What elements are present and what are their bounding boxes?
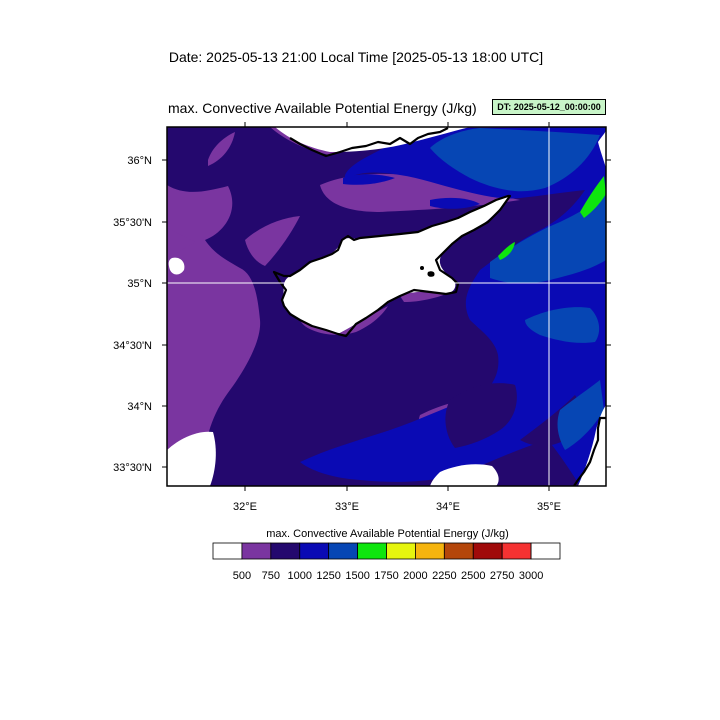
cape-band-500-750 (245, 216, 300, 266)
dt-badge: DT: 2025-05-12_00:00:00 (492, 99, 606, 115)
plot-title: max. Convective Available Potential Ener… (168, 100, 477, 116)
cape-below-500 (598, 130, 606, 168)
lat-tick-label: 36°N (127, 155, 152, 167)
cyprus-coast-band (300, 306, 388, 335)
colorbar (212, 542, 561, 560)
colorbar-label: 750 (261, 570, 281, 582)
cape-band-1500-1750 (498, 242, 515, 260)
colorbar-swatch (270, 542, 301, 560)
cape-band-1000-1250 (430, 197, 480, 209)
cape-band-500-750 (208, 132, 235, 166)
colorbar-label: 1750 (374, 570, 399, 582)
colorbar-label: 500 (232, 570, 252, 582)
cyprus-coast-band (400, 292, 446, 302)
colorbar-label: 1500 (345, 570, 370, 582)
lat-tick-label: 35°30'N (113, 217, 152, 229)
cape-band-500-750 (167, 228, 196, 262)
cape-band-1500-1750 (580, 176, 606, 218)
cyprus-coastline (272, 194, 512, 338)
cape-band-1250-1500 (557, 380, 604, 450)
lon-tick-label: 35°E (537, 501, 561, 513)
colorbar-label: 2000 (403, 570, 428, 582)
cape-band-500-750 (167, 185, 261, 486)
turkey-coastline (289, 127, 449, 158)
colorbar-label: 2750 (489, 570, 515, 582)
colorbar-swatch (530, 542, 561, 560)
colorbar-label: 2250 (432, 570, 457, 582)
colorbar-swatch (212, 542, 243, 560)
lat-tick-label: 34°N (127, 401, 152, 413)
colorbar-swatch (501, 542, 532, 560)
cape-below-500 (430, 464, 499, 486)
legend-title: max. Convective Available Potential Ener… (266, 528, 509, 540)
colorbar-swatch (328, 542, 358, 560)
cape-band-1250-1500 (490, 192, 606, 284)
colorbar-swatch (443, 542, 474, 560)
colorbar-label: 1250 (316, 570, 341, 582)
lon-tick-label: 32°E (233, 501, 257, 513)
tick-marks (162, 122, 611, 491)
colorbar-label: 1000 (287, 570, 312, 582)
lon-tick-label: 34°E (436, 501, 460, 513)
cape-below-500 (167, 431, 216, 486)
cape-band-1250-1500 (430, 128, 600, 192)
cape-field (167, 127, 606, 486)
cape-below-500 (275, 127, 470, 152)
colorbar-swatch (415, 542, 445, 560)
colorbar-swatch (357, 542, 387, 560)
colorbar-swatch (472, 542, 503, 560)
colorbar-label: 3000 (518, 570, 544, 582)
cape-band-1000-1250 (300, 127, 606, 486)
colorbar-swatch (241, 542, 272, 560)
colorbar-label: 2500 (461, 570, 486, 582)
map-frame (166, 126, 607, 487)
date-line: Date: 2025-05-13 21:00 Local Time [2025-… (168, 49, 544, 65)
cape-below-500 (168, 257, 185, 275)
colorbar-swatch (386, 542, 416, 560)
cape-band-1250-1500 (525, 307, 600, 343)
colorbar-swatch (299, 542, 330, 560)
cyprus-island (282, 196, 510, 334)
lon-tick-label: 33°E (335, 501, 359, 513)
cape-band-1000-1250 (343, 174, 395, 185)
lat-tick-label: 34°30'N (113, 340, 152, 352)
levant-coastline (573, 416, 606, 486)
lat-tick-label: 35°N (127, 278, 152, 290)
lake-marker (420, 266, 424, 270)
lake-marker (427, 271, 435, 277)
lat-tick-label: 33°30'N (113, 462, 152, 474)
cape-band-750-1000 (445, 383, 517, 448)
